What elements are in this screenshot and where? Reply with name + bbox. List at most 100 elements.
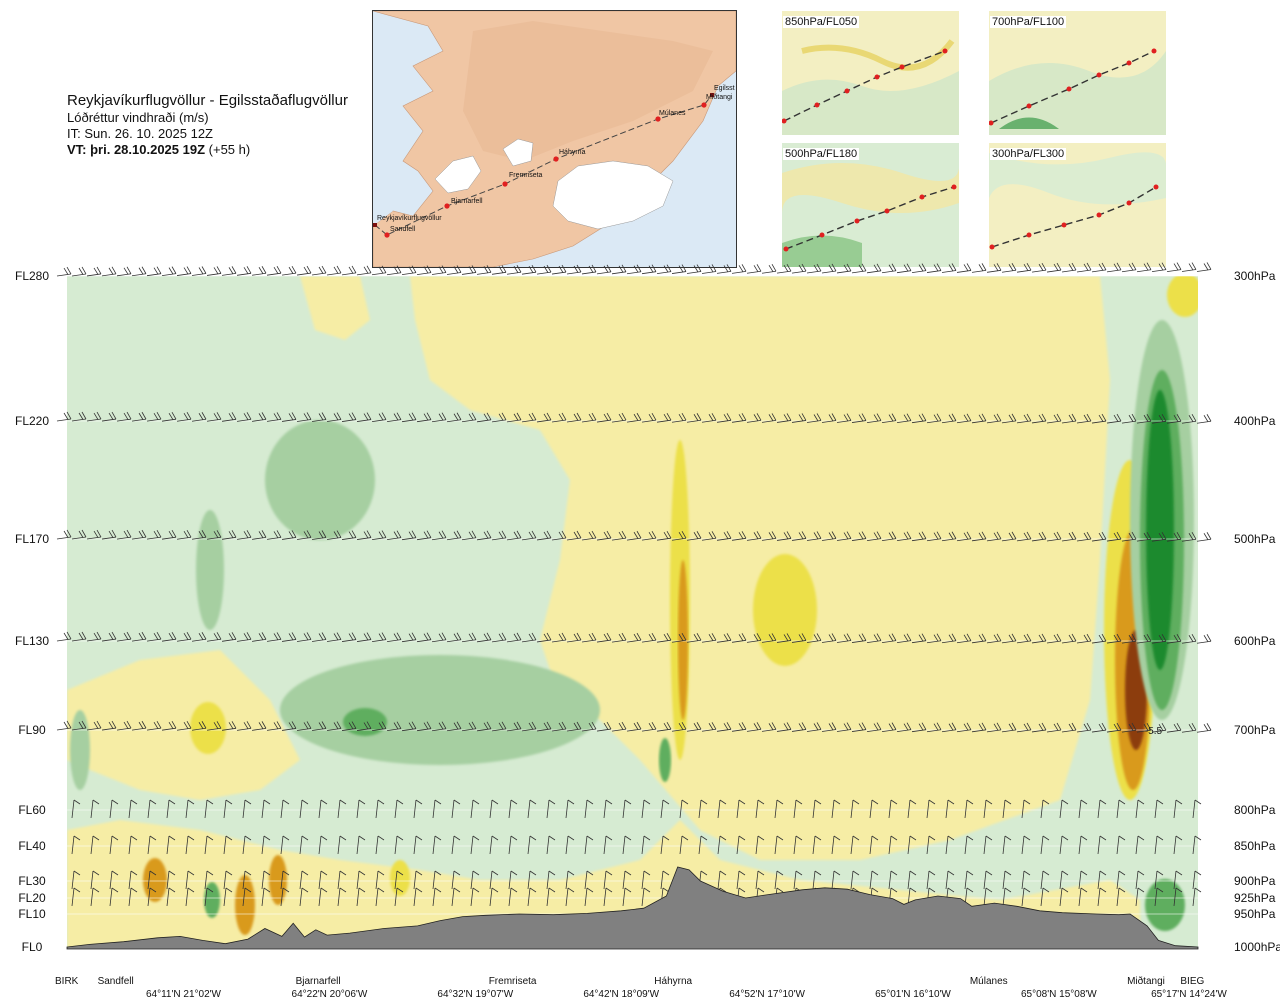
thumbnail-700hpa[interactable]: 700hPa/FL100: [989, 11, 1166, 135]
chart-subtitle: Lóðréttur vindhraði (m/s): [67, 110, 209, 125]
wind-barb: [626, 264, 642, 275]
wind-barb: [71, 411, 87, 422]
left-tick-fl170: FL170: [15, 532, 49, 546]
map-label-egilsstadir: Egilsst: [714, 85, 735, 92]
wind-barb: [221, 266, 237, 276]
map-label-fremriseta: Fremriseta: [509, 172, 543, 179]
wind-barb: [1106, 722, 1122, 733]
wind-barb-low: [1002, 887, 1012, 907]
wind-barb-low: [242, 799, 252, 819]
wind-barb: [1076, 531, 1092, 542]
wind-barb: [1016, 722, 1032, 733]
wind-barb: [371, 530, 387, 541]
wind-barb: [266, 632, 282, 642]
field-negative-cell-8: [1145, 879, 1185, 931]
wind-barb: [1046, 262, 1062, 273]
wind-barb-low: [1002, 799, 1012, 819]
wind-barb: [281, 632, 297, 642]
wind-barb: [86, 529, 102, 540]
wind-barb-low: [166, 870, 176, 890]
wind-barb: [866, 263, 882, 274]
wind-barb-low: [1059, 870, 1069, 890]
wind-barb-low: [1021, 887, 1031, 907]
wind-barb-low: [318, 835, 328, 855]
wind-barb-low: [755, 799, 765, 819]
wind-barb: [1181, 723, 1197, 733]
station-labels: BIRK Sandfell Bjarnarfell Fremriseta Háhyrna…: [55, 975, 1205, 987]
wind-barb: [461, 412, 477, 423]
wind-barb: [851, 263, 867, 274]
wind-barb: [1166, 414, 1182, 424]
wind-barb: [1136, 413, 1152, 424]
wind-barb-low: [128, 887, 138, 907]
wind-barb: [986, 722, 1002, 733]
map-point-egilsstadir: [710, 93, 714, 97]
wind-barb-low: [413, 887, 423, 907]
wind-barb: [311, 632, 327, 642]
wind-barb: [56, 720, 72, 731]
wind-barb: [386, 265, 402, 276]
wind-barb: [461, 265, 477, 275]
thumbnail-850hpa[interactable]: 850hPa/FL050: [782, 11, 959, 135]
wind-barb-low: [318, 799, 328, 819]
wind-barb: [1151, 413, 1167, 424]
wind-barb-low: [964, 835, 974, 855]
wind-barb: [326, 265, 342, 276]
wind-barb: [146, 411, 162, 422]
wind-barb-low: [280, 799, 290, 819]
wind-barb-low: [755, 835, 765, 855]
wind-barb: [401, 721, 417, 732]
wind-barb: [356, 530, 372, 540]
field-negative-cell-1: [265, 420, 375, 540]
wind-barb: [71, 266, 87, 277]
wind-barb-low: [394, 835, 404, 855]
terrain-profile: [66, 866, 1199, 950]
wind-barb: [716, 633, 732, 643]
wind-barb: [221, 721, 237, 731]
wind-barb-low: [451, 799, 461, 819]
thumbnail-500hpa[interactable]: 500hPa/FL180: [782, 143, 959, 267]
wind-barb: [806, 531, 822, 541]
wind-barb: [551, 530, 567, 541]
coordinate-label: 65°01'N 16°10'W: [875, 989, 951, 1000]
wind-barb: [1091, 633, 1107, 644]
wind-barb: [116, 529, 132, 540]
wind-barb: [581, 264, 597, 275]
wind-barb: [686, 633, 702, 643]
wind-barb: [1151, 531, 1167, 542]
wind-barb-low: [337, 835, 347, 855]
wind-barb: [896, 263, 912, 274]
wind-barb: [506, 632, 522, 643]
right-tick-950hpa: 950hPa: [1234, 907, 1276, 921]
field-positive-cell-10: [235, 875, 255, 935]
wind-barb: [236, 412, 252, 422]
wind-barb: [281, 265, 297, 276]
map-label-hahyrna: Háhyrna: [559, 149, 586, 156]
wind-barb: [986, 413, 1002, 424]
valid-time-bold: VT: þri. 28.10.2025 19Z: [67, 142, 206, 157]
wind-barb-low: [128, 835, 138, 855]
map-point-hahyrna: [553, 156, 559, 162]
wind-barb: [86, 720, 102, 731]
wind-barb: [1031, 413, 1047, 424]
wind-barb: [686, 531, 702, 541]
wind-barb: [536, 632, 552, 643]
wind-barb: [371, 265, 387, 276]
wind-barb-low: [356, 835, 366, 855]
wind-barb: [611, 632, 627, 643]
wind-barb: [821, 413, 837, 423]
wind-barb: [551, 264, 567, 275]
wind-barb-low: [565, 887, 575, 907]
thumbnail-300hpa[interactable]: 300hPa/FL300: [989, 143, 1166, 267]
wind-barb: [896, 531, 912, 542]
wind-barb: [1106, 633, 1122, 644]
wind-barb: [716, 264, 732, 274]
wind-barb: [341, 412, 357, 422]
wind-barb: [101, 411, 117, 422]
field-negative-cell-10: [659, 738, 671, 782]
wind-barb: [266, 530, 282, 540]
wind-barb: [191, 530, 207, 540]
field-negative-cell-9: [204, 882, 220, 918]
wind-barb-low: [223, 870, 233, 890]
wind-barb: [356, 632, 372, 642]
